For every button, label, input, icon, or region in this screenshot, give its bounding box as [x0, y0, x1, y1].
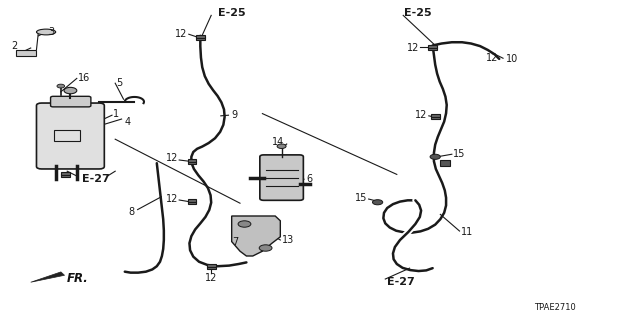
Text: E-27: E-27	[82, 174, 109, 184]
Bar	[61, 172, 70, 175]
Bar	[196, 37, 205, 40]
Text: 12: 12	[166, 153, 178, 164]
Bar	[431, 116, 440, 119]
Text: 12: 12	[175, 28, 188, 39]
FancyBboxPatch shape	[51, 96, 91, 107]
Text: 11: 11	[461, 227, 473, 237]
Text: E-25: E-25	[404, 8, 432, 18]
Text: 6: 6	[306, 174, 312, 184]
Text: 3: 3	[48, 27, 54, 37]
Bar	[431, 114, 440, 117]
Bar	[207, 266, 216, 269]
Text: E-27: E-27	[387, 277, 415, 287]
Text: 13: 13	[282, 235, 294, 245]
Text: 12: 12	[166, 194, 178, 204]
Text: 12: 12	[407, 43, 419, 53]
Bar	[196, 35, 205, 38]
Bar	[54, 130, 80, 141]
Text: 12: 12	[415, 110, 428, 120]
Polygon shape	[31, 272, 65, 282]
Bar	[207, 264, 216, 267]
Circle shape	[259, 245, 272, 251]
Bar	[428, 45, 437, 48]
Bar	[440, 160, 450, 166]
FancyBboxPatch shape	[260, 155, 303, 200]
Text: 15: 15	[355, 193, 367, 204]
Circle shape	[372, 200, 383, 205]
Text: TPAE2710: TPAE2710	[534, 303, 576, 312]
Bar	[16, 50, 36, 56]
Circle shape	[277, 144, 286, 148]
Text: 9: 9	[232, 110, 238, 120]
Text: 16: 16	[78, 73, 90, 83]
Bar	[61, 174, 70, 177]
Polygon shape	[232, 216, 280, 256]
Text: E-25: E-25	[218, 8, 245, 18]
Bar	[188, 201, 196, 204]
Text: 4: 4	[125, 116, 131, 127]
Text: 5: 5	[116, 77, 123, 88]
Text: 8: 8	[128, 207, 134, 217]
Circle shape	[57, 84, 65, 88]
Text: 10: 10	[506, 54, 518, 64]
Bar	[428, 47, 437, 50]
FancyBboxPatch shape	[36, 103, 104, 169]
Text: 15: 15	[453, 149, 465, 159]
Text: 2: 2	[12, 41, 18, 52]
Text: 7: 7	[232, 236, 238, 247]
Text: FR.: FR.	[67, 272, 89, 285]
Bar	[188, 161, 196, 164]
Circle shape	[430, 154, 440, 159]
Text: 12: 12	[486, 52, 499, 63]
Text: 14: 14	[272, 137, 284, 147]
Bar	[188, 199, 196, 202]
Text: 12: 12	[205, 273, 218, 283]
Circle shape	[64, 87, 77, 94]
Bar	[188, 159, 196, 162]
Ellipse shape	[36, 29, 56, 35]
Circle shape	[238, 221, 251, 227]
Text: 1: 1	[113, 108, 120, 119]
